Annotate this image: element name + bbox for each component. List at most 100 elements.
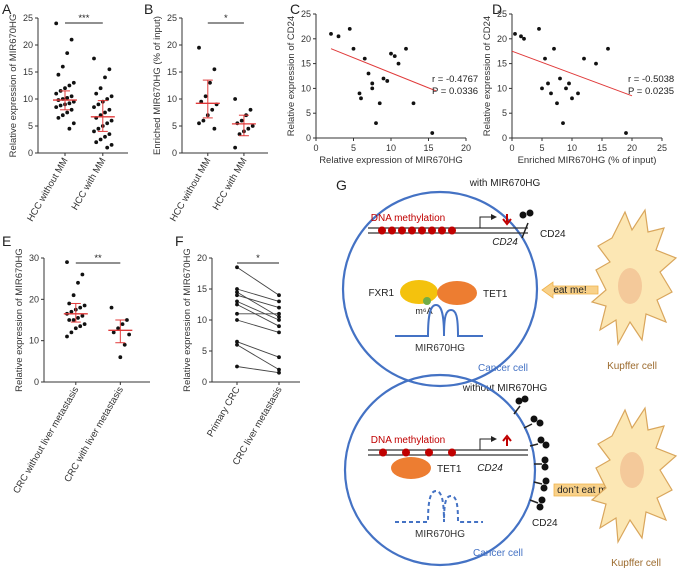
data-point <box>197 45 201 50</box>
data-point <box>109 118 114 123</box>
data-point <box>54 105 59 109</box>
data-point <box>277 355 281 360</box>
data-point <box>103 75 107 80</box>
cd24-receptor-icon <box>542 441 550 449</box>
y-tick-label: 20 <box>167 40 177 50</box>
paired-line <box>236 300 280 321</box>
data-point <box>362 56 367 61</box>
cancer-cell-label-bottom: Cancer cell <box>473 548 523 559</box>
data-point <box>107 67 112 72</box>
significance-label: * <box>224 13 228 24</box>
cd24-receptor-stalk-top <box>521 222 529 239</box>
data-point <box>65 334 69 339</box>
m6a-label: m⁶A <box>415 306 432 316</box>
tss-arrow-icon <box>479 214 497 228</box>
data-point <box>69 309 74 314</box>
paired-line <box>236 344 280 370</box>
cd24-receptor-icon <box>541 456 549 464</box>
y-tick-label: 10 <box>197 315 207 325</box>
data-point <box>71 318 76 322</box>
data-point <box>546 81 550 86</box>
methyl-dot <box>408 226 416 235</box>
data-point <box>606 46 610 51</box>
data-point <box>237 132 242 137</box>
data-point <box>201 118 206 123</box>
data-point <box>92 105 96 109</box>
data-point <box>239 118 244 123</box>
correlation-r-label: r = -0.4767 <box>432 74 478 85</box>
down-regulation-arrow-icon <box>502 214 512 226</box>
y-tick-label: 0 <box>202 377 207 387</box>
panel-label-a: A <box>2 1 12 17</box>
up-regulation-arrow-icon <box>502 434 512 446</box>
methyl-dot <box>425 448 433 457</box>
y-tick-label: 0 <box>502 133 507 143</box>
y-axis-title: Relative expression of CD24 <box>286 16 297 136</box>
data-point <box>67 301 72 306</box>
data-point <box>359 96 363 101</box>
significance-label: ** <box>94 253 102 264</box>
data-point <box>65 96 70 100</box>
paired-line <box>236 288 280 302</box>
data-point <box>543 56 547 61</box>
data-point <box>98 86 103 91</box>
panel-label-c: C <box>290 1 300 17</box>
data-point <box>60 64 65 69</box>
data-point <box>54 21 59 26</box>
data-point <box>107 132 112 137</box>
data-point <box>235 302 239 307</box>
data-point <box>71 99 76 104</box>
data-point <box>430 131 435 135</box>
x-tick-label: HCC without MM <box>25 156 70 224</box>
data-point <box>60 113 65 118</box>
y-tick-label: 30 <box>29 253 39 263</box>
data-point <box>549 91 553 96</box>
significance-label: * <box>256 253 260 264</box>
data-point <box>248 107 253 112</box>
tss-arrow-icon <box>479 436 497 450</box>
data-point <box>78 305 83 310</box>
data-point <box>80 272 85 277</box>
y-tick-label: 20 <box>497 34 507 44</box>
diagram-bottom-title: without MIR670HG <box>462 383 548 394</box>
paired-line <box>236 366 280 374</box>
correlation-p-label: P = 0.0235 <box>628 86 674 97</box>
paired-line <box>236 291 280 318</box>
data-point <box>67 83 72 88</box>
cd24-receptor-icon <box>540 484 548 492</box>
data-point <box>65 51 70 55</box>
data-point <box>116 326 121 331</box>
data-point <box>582 56 586 61</box>
data-point <box>246 126 251 131</box>
mir670hg-label-bottom: MIR670HG <box>415 529 465 540</box>
cd24-receptor-icon <box>530 415 538 423</box>
methyl-dot <box>388 226 396 235</box>
cd24-gene-label-bottom: CD24 <box>477 463 503 474</box>
y-axis-title: Relative expression of MIR670HG <box>182 248 193 392</box>
data-point <box>82 322 87 327</box>
y-axis-title: Relative expression of MIR670HG <box>14 248 25 392</box>
methyl-dot <box>448 448 456 457</box>
data-point <box>208 80 212 85</box>
correlation-r-label: r = -0.5038 <box>628 74 674 85</box>
data-point <box>92 56 96 61</box>
regression-line <box>330 48 437 92</box>
panel-label-e: E <box>2 233 11 249</box>
data-point <box>370 86 375 91</box>
data-point <box>396 61 401 66</box>
cd24-receptor-icon <box>536 503 544 511</box>
dna-methylation-label-top: DNA methylation <box>371 213 445 224</box>
x-tick-label: 5 <box>351 143 356 153</box>
fxr1-protein-icon <box>400 280 438 304</box>
y-tick-label: 15 <box>167 67 177 77</box>
data-point <box>522 36 526 41</box>
x-tick-label: Primary CRC <box>205 385 243 439</box>
y-tick-label: 10 <box>301 83 311 93</box>
data-point <box>63 86 67 91</box>
data-point <box>381 76 386 81</box>
data-point <box>370 81 375 86</box>
data-point <box>277 324 281 329</box>
data-point <box>212 67 217 72</box>
data-point <box>109 94 114 99</box>
cd24-gene-label-top: CD24 <box>492 237 518 248</box>
